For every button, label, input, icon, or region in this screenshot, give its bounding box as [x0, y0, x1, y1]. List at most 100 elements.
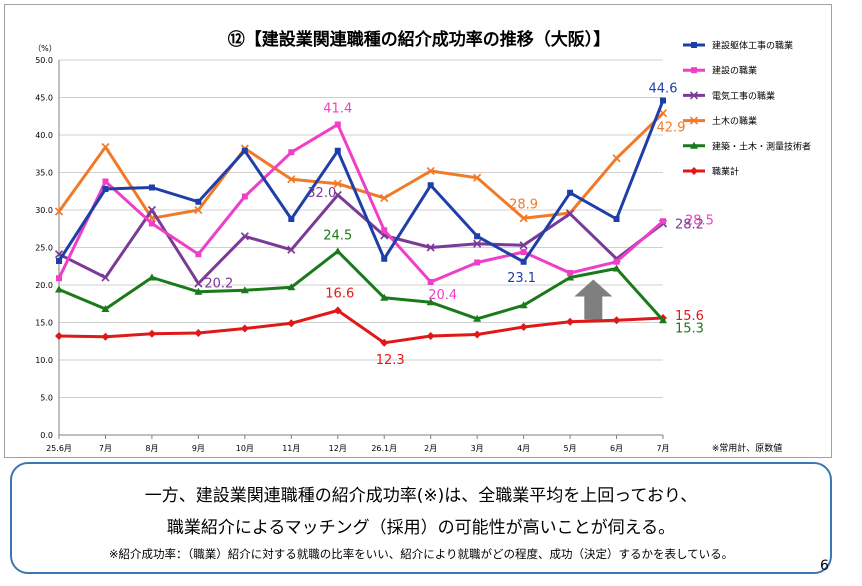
data-point: [101, 332, 110, 341]
data-point-stroke: [658, 109, 668, 118]
data-point: [427, 279, 434, 285]
data-point: [287, 245, 296, 254]
data-point-stroke: [380, 193, 389, 203]
data-point: [519, 241, 528, 250]
data-point: [426, 166, 435, 176]
data-point: [381, 255, 388, 262]
data-point-stroke: [54, 250, 64, 259]
gridlines: [59, 59, 663, 436]
data-labels: 44.6 23.1 41.4 20.4 28.5 20.2 32.0 28.2 28.9 42.9…: [204, 82, 714, 368]
chart-title: ⑫【建設業関連職種の紹介成功率の推移（大阪）】: [228, 29, 611, 50]
series-line: [58, 193, 664, 285]
legend-item: 電気工事の職業: [683, 90, 775, 102]
data-point: [691, 67, 697, 74]
data-point: [658, 109, 668, 118]
legend-item: 職業計: [683, 166, 739, 178]
data-label: 16.6: [325, 287, 354, 302]
legend-label: 職業計: [712, 166, 739, 178]
data-label: 28.5: [685, 213, 714, 228]
data-point: [148, 184, 155, 191]
data-point-stroke: [689, 91, 699, 100]
x-tick-label: 3月: [471, 444, 484, 453]
data-label: 24.5: [323, 228, 352, 243]
data-point: [334, 121, 341, 128]
data-point: [613, 216, 620, 222]
data-point-stroke: [287, 245, 296, 254]
data-point: [195, 251, 202, 258]
data-point: [194, 205, 203, 215]
x-tick-label: 25.6月: [46, 444, 72, 453]
data-point-stroke: [689, 116, 699, 125]
data-point: [380, 338, 389, 347]
x-tick-label: 10月: [236, 444, 254, 453]
data-point: [612, 316, 621, 325]
data-point-stroke: [473, 239, 482, 248]
data-point-stroke: [612, 154, 621, 163]
data-point: [519, 214, 528, 223]
series-3: [54, 109, 668, 223]
data-label: 23.1: [507, 271, 536, 286]
data-label: 12.3: [376, 353, 405, 368]
data-point-stroke: [240, 232, 249, 241]
summary-note-box: 一方、建設業関連職種の紹介成功率(※)は、全職業平均を上回っており、 職業紹介に…: [10, 462, 832, 574]
data-point-stroke: [287, 175, 296, 184]
data-point: [147, 205, 156, 215]
data-point: [612, 154, 621, 163]
legend-label: 建設躯体工事の職業: [712, 40, 793, 52]
data-point: [241, 193, 248, 200]
data-label: 20.2: [204, 277, 233, 292]
data-point: [690, 141, 698, 149]
line-chart: ⑫【建設業関連職種の紹介成功率の推移（大阪）】 （%） 0.0 5.0 10.0 15.0…: [33, 29, 811, 454]
series-5: [55, 306, 667, 347]
legend-item: 建設躯体工事の職業: [683, 40, 793, 52]
data-point: [473, 314, 482, 322]
series-line: [57, 112, 665, 220]
x-tick-label: 11月: [282, 444, 300, 453]
data-point-stroke: [566, 209, 575, 218]
data-point: [240, 286, 249, 294]
data-point-stroke: [333, 179, 342, 188]
x-tick-label: 7月: [99, 444, 112, 453]
data-point: [102, 186, 109, 192]
data-point: [56, 258, 62, 264]
data-point: [474, 233, 481, 240]
y-tick-label: 5.0: [40, 394, 53, 403]
data-point: [241, 147, 248, 154]
legend-label: 建設の職業: [712, 65, 757, 77]
data-point-stroke: [101, 142, 110, 152]
x-tick-label: 6月: [610, 444, 623, 453]
data-point: [566, 209, 575, 218]
data-point: [194, 287, 203, 295]
data-point: [194, 329, 203, 337]
data-point: [566, 273, 575, 281]
data-point: [613, 258, 620, 265]
data-label: 42.9: [657, 120, 686, 135]
y-tick-label: 45.0: [35, 94, 53, 103]
x-tick-label: 7月: [656, 444, 669, 453]
data-point: [473, 239, 482, 248]
data-point-stroke: [426, 166, 435, 176]
data-point: [567, 270, 574, 276]
legend-item: 建設の職業: [683, 65, 757, 77]
data-point: [520, 258, 527, 265]
data-label: 15.6: [675, 309, 704, 324]
data-point: [474, 259, 481, 266]
data-point-stroke: [101, 273, 110, 282]
x-tick-label: 9月: [192, 444, 205, 453]
data-point-stroke: [54, 207, 64, 216]
legend-label: 建築・土木・測量技術者: [712, 140, 811, 152]
data-point: [567, 189, 574, 196]
data-point: [288, 216, 295, 222]
data-point: [101, 142, 110, 152]
data-label: 20.4: [428, 288, 457, 303]
data-point: [689, 91, 699, 100]
page-number: 6: [820, 558, 829, 574]
chart-frame: ⑫【建設業関連職種の紹介成功率の推移（大阪）】 （%） 0.0 5.0 10.0 15.0…: [4, 4, 832, 458]
data-label: 15.3: [675, 321, 704, 336]
data-point: [288, 149, 295, 156]
data-point: [612, 264, 621, 272]
data-point: [240, 232, 249, 241]
data-label: 32.0: [307, 186, 336, 201]
summary-line-2: 職業紹介によるマッチング（採用）の可能性が高いことが伺える。: [166, 518, 676, 538]
data-point: [287, 319, 296, 328]
